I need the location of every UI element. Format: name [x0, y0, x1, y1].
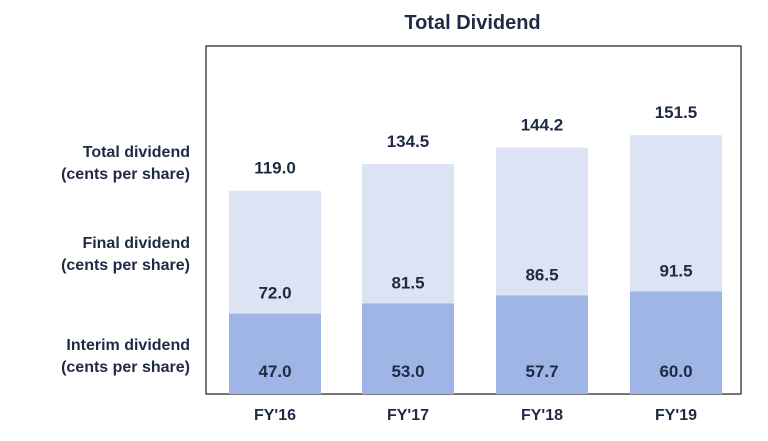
bar-final-FY'16: [229, 190, 321, 314]
x-tick-label-FY'17: FY'17: [387, 407, 429, 424]
final-label-FY'18: 86.5: [525, 265, 558, 284]
bar-final-FY'19: [630, 135, 722, 292]
total-label-FY'18: 144.2: [521, 116, 564, 135]
bar-interim-FY'18: [496, 295, 588, 394]
bar-interim-FY'16: [229, 313, 321, 394]
interim-label-FY'19: 60.0: [659, 362, 692, 381]
final-label-FY'19: 91.5: [659, 261, 692, 280]
row-label-final-line2: (cents per share): [61, 257, 190, 274]
row-label-total-line1: Total dividend: [82, 144, 190, 161]
bar-final-FY'18: [496, 147, 588, 296]
interim-label-FY'18: 57.7: [525, 362, 558, 381]
x-tick-label-FY'16: FY'16: [254, 407, 296, 424]
row-label-total-line2: (cents per share): [61, 166, 190, 183]
x-tick-label-FY'19: FY'19: [655, 407, 697, 424]
chart-title: Total Dividend: [404, 12, 541, 34]
x-tick-label-FY'18: FY'18: [521, 407, 563, 424]
row-label-interim: Interim dividend (cents per share): [0, 335, 190, 379]
bar-interim-FY'19: [630, 291, 722, 394]
final-label-FY'16: 72.0: [258, 284, 291, 303]
total-label-FY'19: 151.5: [655, 103, 698, 122]
total-label-FY'17: 134.5: [387, 132, 430, 151]
row-label-interim-line1: Interim dividend: [66, 337, 190, 354]
row-label-final: Final dividend (cents per share): [0, 233, 190, 277]
row-label-final-line1: Final dividend: [82, 235, 190, 252]
interim-label-FY'17: 53.0: [391, 362, 424, 381]
bar-final-FY'17: [362, 164, 454, 304]
row-label-interim-line2: (cents per share): [61, 359, 190, 376]
total-label-FY'16: 119.0: [254, 159, 296, 178]
final-label-FY'17: 81.5: [391, 273, 424, 292]
bar-interim-FY'17: [362, 303, 454, 394]
interim-label-FY'16: 47.0: [258, 362, 291, 381]
row-label-total: Total dividend (cents per share): [0, 142, 190, 186]
